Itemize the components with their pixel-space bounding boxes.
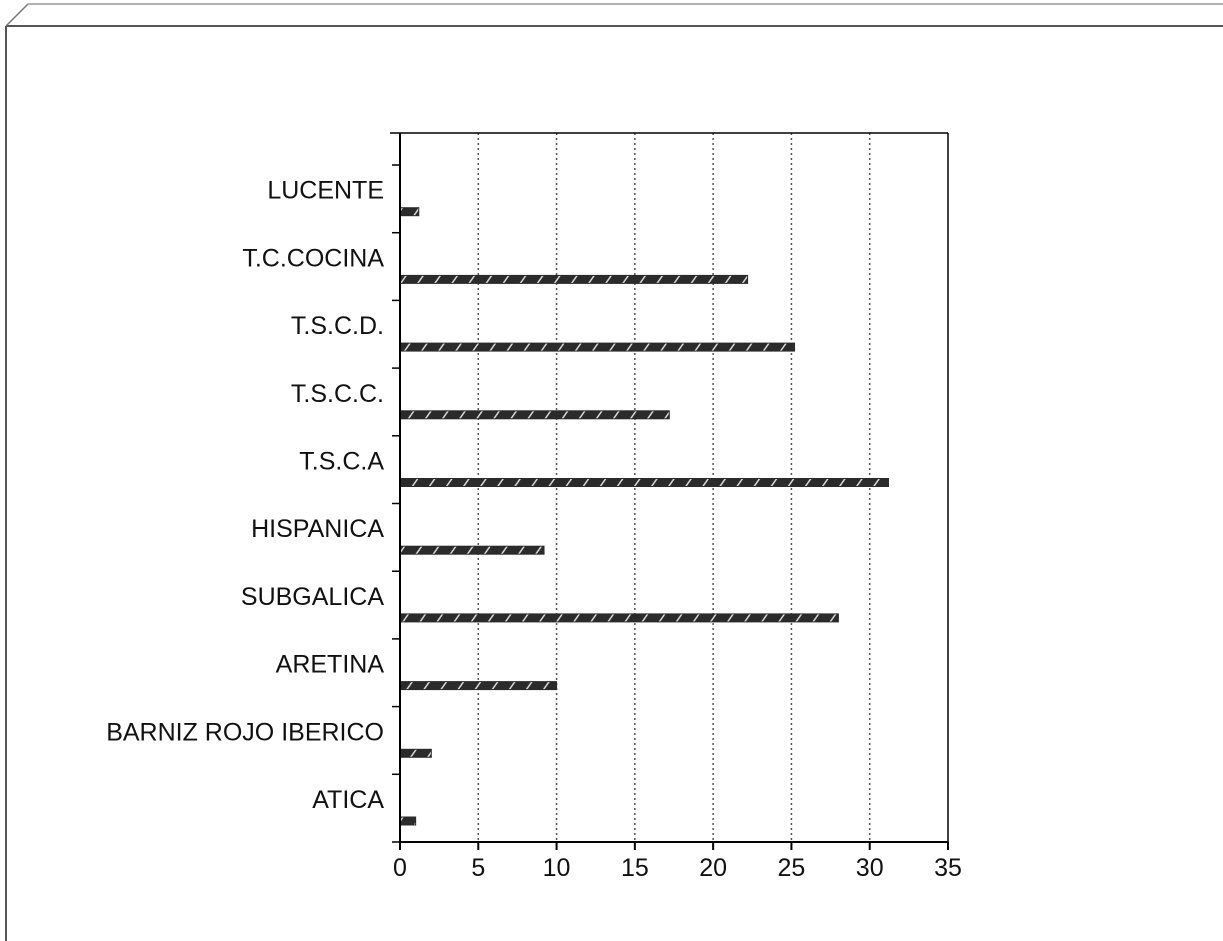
category-label: ARETINA bbox=[276, 651, 385, 679]
x-tick-label-5: 5 bbox=[471, 854, 485, 882]
x-tick-label-15: 15 bbox=[621, 854, 649, 882]
category-label: T.S.C.D. bbox=[291, 312, 384, 340]
bar-barniz-rojo-iberico bbox=[399, 748, 432, 758]
category-label: T.S.C.A bbox=[299, 448, 384, 476]
page-frame bbox=[5, 3, 1223, 941]
labels: 0 5 10 15 20 25 30 35 ATICA BARNIZ ROJO IBERICO AR… bbox=[106, 177, 962, 882]
bar-t-s-c-c bbox=[399, 410, 670, 420]
x-tick-label-30: 30 bbox=[856, 854, 884, 882]
x-tick-label-35: 35 bbox=[934, 854, 962, 882]
bar-aretina bbox=[399, 681, 558, 691]
bar-t-s-c-a bbox=[399, 478, 890, 487]
bar-t-c-cocina bbox=[399, 274, 749, 284]
category-label: ATICA bbox=[312, 786, 384, 814]
category-label: LUCENTE bbox=[267, 177, 384, 205]
bar-subgalica bbox=[399, 613, 839, 623]
category-label: BARNIZ ROJO IBERICO bbox=[106, 718, 384, 746]
category-label: SUBGALICA bbox=[241, 583, 384, 611]
axes bbox=[390, 132, 949, 850]
x-tick-label-10: 10 bbox=[543, 854, 571, 882]
category-label: HISPANICA bbox=[251, 515, 384, 543]
x-tick-label-25: 25 bbox=[778, 854, 806, 882]
bar-t-s-c-d bbox=[399, 342, 796, 352]
x-tick-label-20: 20 bbox=[699, 854, 727, 882]
bar-lucente bbox=[399, 207, 420, 217]
bar-hispanica bbox=[399, 545, 545, 555]
bars bbox=[399, 207, 890, 826]
category-label: T.C.COCINA bbox=[242, 244, 384, 272]
gridlines bbox=[477, 133, 871, 842]
x-tick-label-0: 0 bbox=[393, 854, 407, 882]
bar-atica bbox=[399, 816, 417, 826]
category-label: T.S.C.C. bbox=[291, 380, 384, 408]
